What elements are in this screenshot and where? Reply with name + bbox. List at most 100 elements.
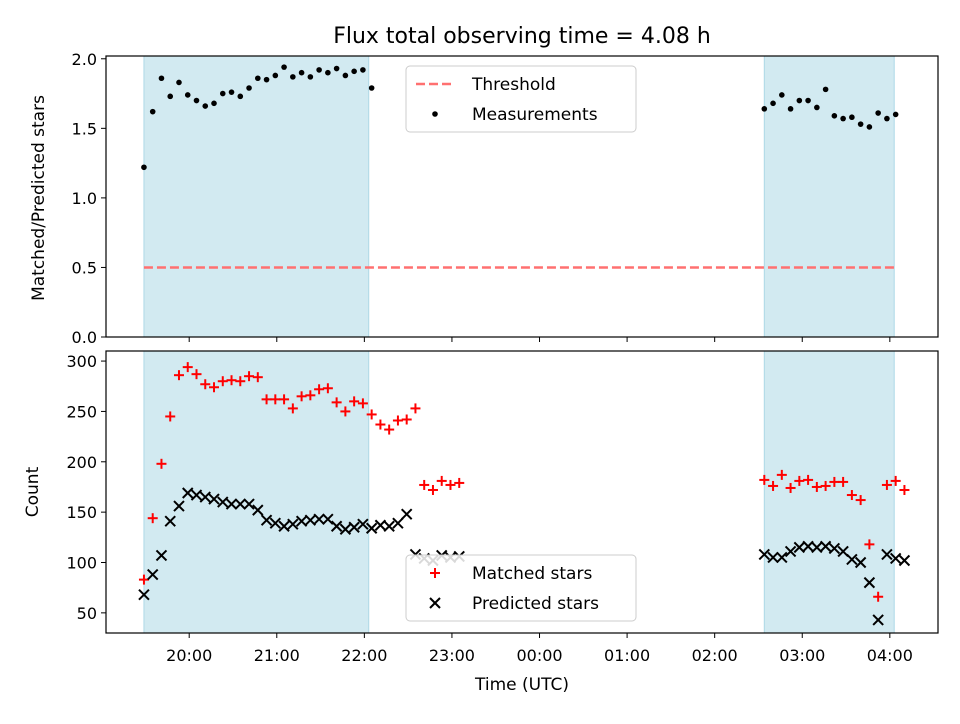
y-tick-label: 100: [66, 554, 97, 573]
predicted-point: [863, 576, 876, 589]
measurement-point: [176, 79, 182, 86]
x-tick-label: 23:00: [429, 646, 475, 665]
measurement-point: [255, 75, 261, 82]
predicted-point: [767, 551, 779, 564]
matched-point: [173, 370, 184, 381]
measurement-point: [884, 115, 890, 122]
predicted-point: [784, 545, 797, 558]
predicted-point: [330, 520, 343, 532]
matched-point: [855, 495, 866, 506]
measurement-point: [211, 100, 217, 107]
matched-point: [235, 376, 246, 387]
matched-point: [436, 475, 447, 486]
matched-point: [864, 539, 875, 550]
legend-label: Measurements: [472, 105, 598, 125]
matched-point: [349, 396, 360, 407]
matched-point: [401, 414, 412, 425]
matched-point: [759, 474, 770, 485]
series-measurements: [141, 64, 899, 171]
y-tick-label: 2.0: [72, 50, 97, 69]
legend-measurement-swatch: [432, 111, 438, 117]
measurement-point: [805, 97, 811, 104]
matched-point: [419, 479, 430, 490]
measurement-point: [307, 74, 314, 80]
predicted-point: [155, 549, 168, 562]
x-tick-label: 00:00: [516, 646, 562, 665]
measurement-point: [298, 69, 305, 76]
predicted-point: [313, 513, 325, 525]
matched-point: [454, 477, 465, 488]
matched-point: [846, 490, 857, 501]
legend-box: [405, 65, 637, 133]
matched-point: [873, 591, 884, 602]
measurement-point: [219, 90, 226, 97]
measurement-point: [787, 106, 794, 112]
x-axis-label: Time (UTC): [474, 675, 569, 695]
measurement-point: [866, 124, 873, 130]
measurement-point: [761, 106, 768, 112]
x-tick-label: 20:00: [166, 646, 212, 665]
measurement-point: [316, 67, 322, 73]
matched-point: [147, 513, 158, 524]
measurement-point: [857, 121, 864, 127]
measurement-point: [875, 110, 881, 116]
measurement-point: [228, 89, 235, 95]
x-tick-label: 21:00: [254, 646, 300, 665]
matched-point: [182, 362, 193, 373]
predicted-point: [243, 498, 255, 510]
predicted-point: [287, 518, 299, 530]
matched-point: [340, 406, 351, 417]
matched-point: [138, 574, 149, 585]
observing-interval-1: [143, 55, 370, 338]
measurement-point: [246, 85, 252, 91]
matched-point: [427, 484, 438, 495]
y-tick-label: 50: [77, 604, 97, 623]
matched-point: [261, 394, 272, 405]
predicted-point: [278, 520, 290, 532]
measurement-point: [167, 93, 174, 100]
matched-point: [165, 411, 176, 422]
predicted-point: [889, 552, 902, 565]
matched-point: [156, 458, 167, 469]
measurement-point: [831, 113, 838, 119]
matched-point: [811, 481, 822, 492]
predicted-point: [252, 504, 264, 516]
matched-point: [838, 476, 849, 487]
measurement-point: [333, 65, 340, 72]
matched-point: [279, 394, 290, 405]
count-panel: Count 50 100 150 200 250 300 20:00 21:00 22:00 23…: [23, 350, 939, 665]
legend-box: [405, 554, 637, 622]
predicted-point: [190, 489, 203, 501]
matched-point: [200, 379, 211, 390]
y-tick-label: 200: [66, 453, 97, 472]
measurement-point: [779, 92, 785, 98]
matched-point: [331, 397, 342, 408]
matched-point: [410, 403, 421, 414]
measurement-point: [342, 72, 349, 79]
matched-point: [899, 484, 910, 495]
matched-point: [296, 391, 307, 402]
predicted-point: [322, 513, 334, 525]
measurement-point: [149, 108, 156, 115]
predicted-point: [260, 514, 273, 526]
predicted-point: [199, 491, 211, 503]
y-tick-label: 0.0: [72, 328, 97, 347]
predicted-point: [147, 568, 159, 581]
measurement-point: [272, 72, 279, 79]
measurement-point: [822, 86, 829, 93]
legend: Threshold Measurements: [405, 65, 637, 133]
x-tick-label: 22:00: [341, 646, 387, 665]
predicted-point: [383, 520, 395, 532]
matched-point: [829, 476, 840, 487]
predicted-point: [758, 548, 771, 561]
ratio-panel: Matched/Predicted stars 0.0 0.5 1.0 1.5 2.0 T…: [29, 50, 939, 347]
x-tick-label: 03:00: [779, 646, 825, 665]
matched-point: [191, 369, 202, 380]
measurement-point: [849, 114, 855, 121]
predicted-point: [234, 498, 246, 510]
matched-point: [322, 383, 333, 394]
predicted-point: [225, 498, 238, 510]
predicted-point: [898, 554, 911, 567]
measurement-point: [892, 111, 899, 118]
